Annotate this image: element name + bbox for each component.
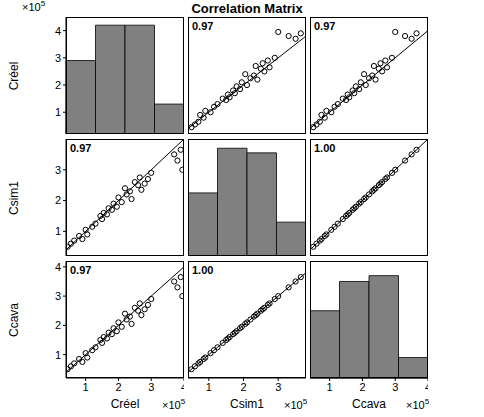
html-text:0.97: 0.97 (70, 142, 92, 154)
html-text:1.00: 1.00 (314, 142, 336, 154)
svg-text:2: 2 (115, 381, 121, 393)
svg-text:3: 3 (148, 381, 154, 393)
svg-text:1: 1 (327, 381, 333, 393)
html-text:0.97: 0.97 (314, 20, 336, 32)
svg-text:1: 1 (55, 349, 61, 361)
svg-text:1: 1 (55, 106, 61, 118)
svg-text:4: 4 (181, 381, 184, 393)
html-text:5: 5 (302, 397, 308, 406)
svg-text:1: 1 (83, 381, 89, 393)
svg-text:3: 3 (55, 164, 61, 176)
html-text:×10: ×10 (406, 399, 425, 411)
html-text:Csim1: Csim1 (7, 180, 21, 215)
svg-text:3: 3 (275, 381, 281, 393)
svg-text:3: 3 (55, 290, 61, 302)
html-text:×10: ×10 (22, 1, 41, 13)
svg-text:2: 2 (55, 194, 61, 206)
svg-text:2: 2 (240, 381, 246, 393)
svg-text:4: 4 (55, 25, 61, 37)
svg-text:2: 2 (55, 79, 61, 91)
html-text:5: 5 (40, 0, 46, 8)
html-text:0.97: 0.97 (70, 264, 92, 276)
svg-text:3: 3 (392, 381, 398, 393)
svg-text:4: 4 (425, 381, 428, 393)
html-text:Créel: Créel (7, 61, 21, 90)
svg-text:2: 2 (55, 319, 61, 331)
svg-text:4: 4 (55, 261, 61, 273)
html-text:Créel: Créel (110, 397, 140, 411)
svg-text:3: 3 (55, 52, 61, 64)
html-text:5: 5 (424, 397, 430, 406)
svg-text:2: 2 (359, 381, 365, 393)
svg-text:1: 1 (206, 381, 212, 393)
html-text:1.00: 1.00 (192, 264, 214, 276)
html-text:×10: ×10 (162, 399, 181, 411)
svg-text:1: 1 (55, 225, 61, 237)
html-text:Ccava: Ccava (352, 397, 386, 411)
html-text:5: 5 (180, 397, 186, 406)
html-text:Ccava: Ccava (7, 302, 21, 337)
html-text:0.97: 0.97 (192, 20, 214, 32)
html-text:Csim1: Csim1 (230, 397, 264, 411)
html-text:×10: ×10 (284, 399, 303, 411)
html-text:Correlation Matrix: Correlation Matrix (191, 1, 303, 16)
